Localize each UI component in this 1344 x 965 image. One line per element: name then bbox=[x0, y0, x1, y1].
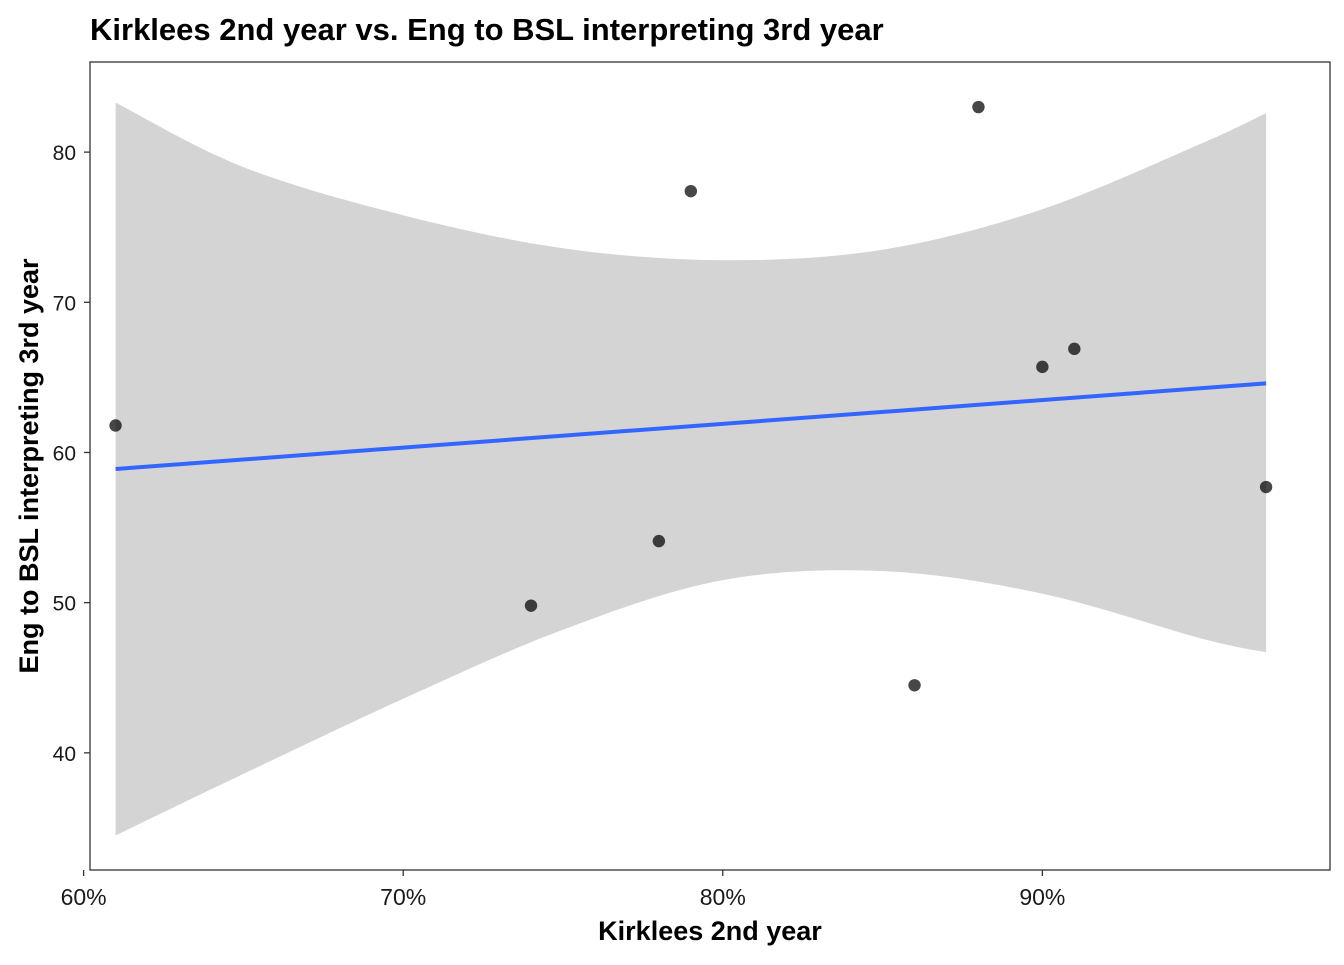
y-axis: 40 50 60 70 80 bbox=[53, 142, 90, 766]
x-axis: 60% 70% 80% 90% bbox=[61, 870, 1065, 910]
trend-line-layer bbox=[115, 381, 1267, 471]
y-tick-label: 40 bbox=[53, 743, 76, 766]
y-axis-label: Eng to BSL interpreting 3rd year bbox=[14, 258, 44, 674]
data-point bbox=[109, 419, 122, 432]
data-point bbox=[524, 599, 538, 612]
chart-title: Kirklees 2nd year vs. Eng to BSL interpr… bbox=[90, 12, 884, 47]
data-point bbox=[908, 679, 921, 692]
data-point bbox=[1259, 480, 1273, 494]
confidence-band-layer bbox=[115, 102, 1267, 836]
y-tick-label: 60 bbox=[53, 442, 76, 465]
plot-panel-border bbox=[89, 61, 1331, 871]
x-tick-label: 70% bbox=[380, 884, 426, 910]
y-tick-label: 80 bbox=[53, 142, 76, 165]
y-tick-label: 50 bbox=[53, 593, 76, 616]
data-point bbox=[1036, 360, 1049, 374]
data-point bbox=[1068, 342, 1081, 356]
data-point bbox=[972, 100, 985, 114]
x-tick-label: 80% bbox=[700, 884, 746, 910]
x-axis-label: Kirklees 2nd year bbox=[598, 916, 822, 946]
data-point bbox=[684, 184, 698, 198]
data-point bbox=[652, 534, 666, 548]
points-layer bbox=[109, 100, 1273, 692]
x-tick-label: 90% bbox=[1019, 884, 1065, 910]
x-tick-label: 60% bbox=[61, 884, 107, 910]
y-tick-label: 70 bbox=[53, 292, 76, 315]
trend-line bbox=[115, 381, 1267, 471]
confidence-band bbox=[115, 102, 1267, 836]
